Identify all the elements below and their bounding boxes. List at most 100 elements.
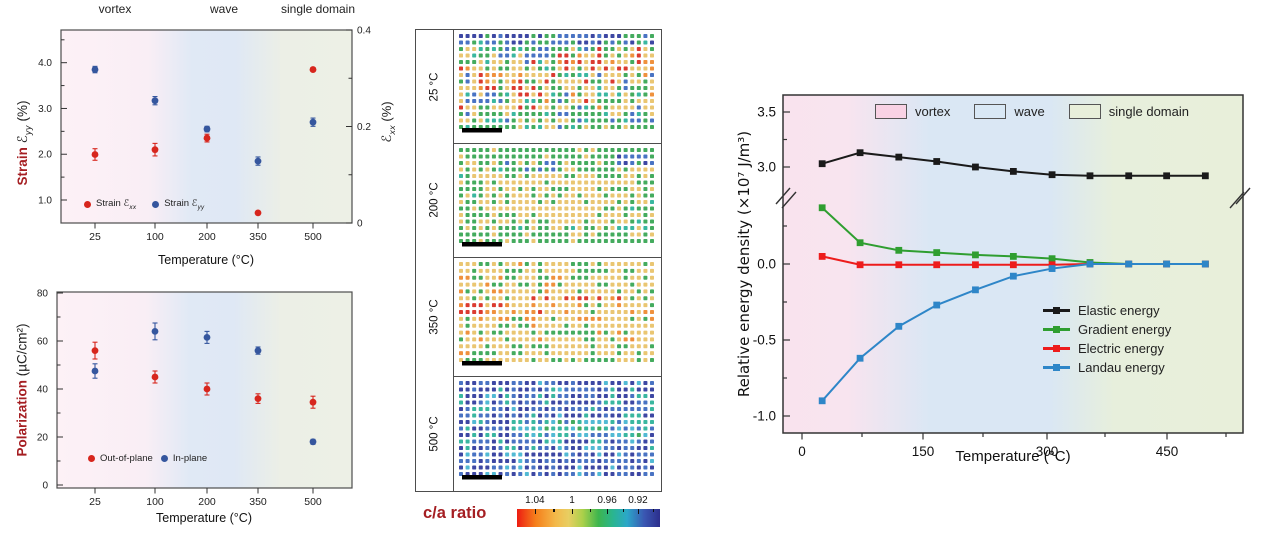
polarization-y-axis-label: Polarization (µC/cm²) [14,323,30,457]
blue-dot-icon [152,200,160,208]
legend-elastic-energy: Elastic energy [1043,303,1171,318]
ca-maps-label-column: 25 °C 200 °C 350 °C 500 °C [416,30,454,491]
svg-text:60: 60 [37,337,49,348]
legend-gradient-energy: Gradient energy [1043,322,1171,337]
svg-text:200: 200 [198,231,216,243]
legend-landau-energy: Landau energy [1043,360,1171,375]
region-label-single-domain: single domain [280,2,356,16]
svg-text:80: 80 [37,289,49,300]
series-elastic-energy [818,149,1209,180]
panel-label-200C: 200 °C [428,182,441,218]
svg-text:200: 200 [198,496,216,508]
svg-text:500: 500 [304,231,322,243]
strain-legend: Strain ℰxx Strain ℰyy [84,198,204,211]
series-out-of-plane [91,341,317,409]
legend-electric-energy: Electric energy [1043,341,1171,356]
energy-series-legend: Elastic energy Gradient energy Electric … [1043,303,1171,375]
svg-text:25: 25 [89,231,101,243]
svg-text:3.5: 3.5 [757,105,776,120]
series-in-plane [91,322,317,446]
svg-text:300: 300 [1036,444,1059,459]
colorbar-tick-1: 1 [569,495,575,506]
legend-out-of-plane: Out-of-plane [88,453,153,464]
svg-text:500: 500 [304,496,322,508]
region-label-vortex: vortex [98,2,132,16]
svg-text:0: 0 [357,219,363,230]
dot-grid-200C [459,148,654,247]
scale-bar [462,475,502,480]
single-domain-swatch [1068,104,1101,119]
svg-text:20: 20 [37,433,49,444]
blue-dot-icon [160,455,168,462]
strain-plot: 1.0 2.0 3.0 4.0 0 0.2 0.4 25 100 200 350 500 [38,26,371,244]
dot-grid-350C [459,262,654,366]
map-panel-200C [454,143,661,257]
region-legend-single-domain: single domain [1068,104,1189,119]
colorbar-tick-1.04: 1.04 [525,495,545,506]
svg-text:0: 0 [798,444,806,459]
polarization-legend: Out-of-plane In-plane [88,453,207,464]
panel-label-350C: 350 °C [428,298,441,335]
svg-text:0: 0 [42,481,48,492]
strain-symbol: ℰ [15,135,32,144]
region-legend-wave: wave [974,104,1045,119]
y-axis-break [775,187,1251,209]
svg-text:25: 25 [89,496,101,508]
svg-text:4.0: 4.0 [38,58,52,69]
electric-line-marker-icon [1043,344,1070,354]
energy-x-axis-title: Temperature (°C) [955,448,1071,465]
red-dot-icon [84,200,91,208]
series-landau-energy [818,260,1209,405]
svg-text:100: 100 [146,231,164,243]
scale-bar [462,361,502,366]
gradient-line-marker-icon [1043,325,1070,335]
dot-grid-25C [459,34,654,133]
polarization-plot: 0 20 40 60 80 25 100 200 350 500 [37,289,353,508]
polarization-x-axis-title: Temperature (°C) [156,511,252,525]
svg-text:3.0: 3.0 [757,160,776,175]
svg-text:2.0: 2.0 [38,150,52,161]
colorbar-title: c/a ratio [423,504,487,522]
colorbar-tick-0.96: 0.96 [597,495,617,506]
svg-text:0.2: 0.2 [357,122,371,133]
colorbar: 1.04 1 0.96 0.92 [517,495,660,527]
elastic-line-marker-icon [1043,306,1070,316]
vortex-swatch [875,104,907,119]
svg-text:0.4: 0.4 [357,26,371,37]
strain-legend-exx: Strain ℰxx [84,198,136,211]
energy-y-axis-label: Relative energy density (×10⁷ J/m³) [735,130,753,398]
wave-swatch [974,104,1007,119]
strain-legend-eyy: Strain ℰyy [152,198,204,211]
svg-text:350: 350 [249,231,267,243]
svg-text:-0.5: -0.5 [753,333,776,348]
svg-text:350: 350 [249,496,267,508]
map-panel-25C [454,30,661,143]
energy-plot: 3.5 3.0 0.0 -0.5 -1.0 0 150 300 450 [753,94,1251,459]
svg-text:450: 450 [1156,444,1179,459]
panel-label-25C: 25 °C [428,72,441,101]
scale-bar [462,128,502,133]
red-dot-icon [88,455,95,462]
ca-maps-figure: 25 °C 200 °C 350 °C 500 °C [415,29,662,492]
region-legend-vortex: vortex [875,104,950,119]
series-eyy [91,65,317,166]
strain-x-axis-title: Temperature (°C) [158,253,254,267]
map-panel-350C [454,257,661,376]
svg-text:40: 40 [37,385,49,396]
dot-grid-500C [459,381,654,480]
ca-maps-panels [454,30,661,491]
colorbar-tick-0.92: 0.92 [628,495,648,506]
scale-bar [462,242,502,247]
strain-axes [61,29,352,229]
svg-text:3.0: 3.0 [38,104,52,115]
svg-text:-1.0: -1.0 [753,409,776,424]
landau-line-marker-icon [1043,363,1070,373]
svg-text:1.0: 1.0 [38,196,52,207]
svg-text:100: 100 [146,496,164,508]
map-panel-500C [454,376,661,491]
strain-y-axis-label: Strain ℰyy (%) [15,100,33,186]
strain-y-axis-word: Strain [15,147,31,186]
energy-region-legend: vortex wave single domain [875,104,1189,119]
legend-in-plane: In-plane [160,453,207,464]
